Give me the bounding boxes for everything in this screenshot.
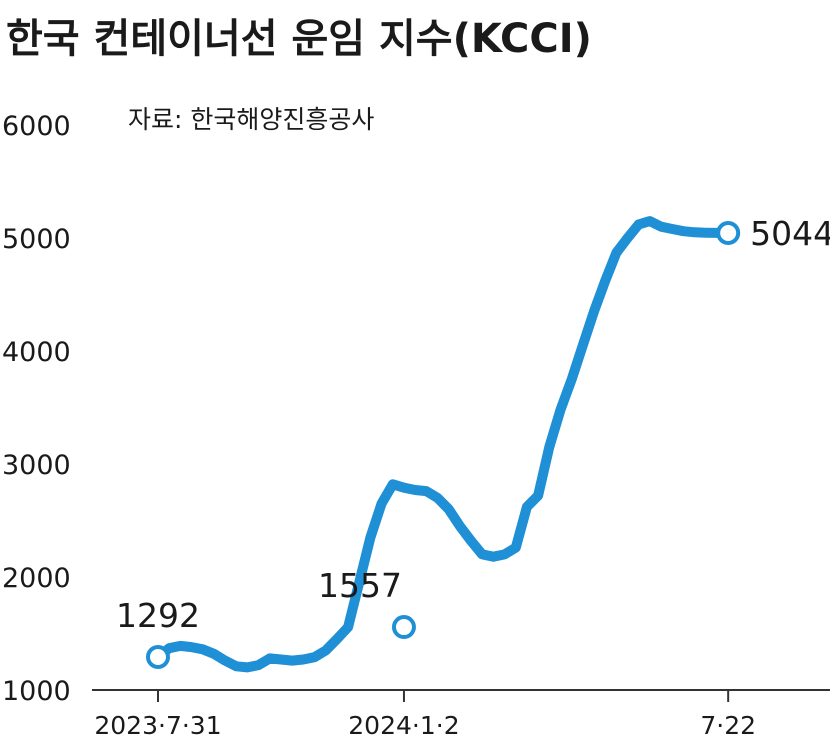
data-points xyxy=(146,221,741,670)
y-tick-label: 3000 xyxy=(2,450,71,481)
data-point-marker xyxy=(391,615,416,640)
x-tick-label: 7·22 xyxy=(700,711,756,740)
y-tick-label: 5000 xyxy=(2,224,71,255)
data-point-marker xyxy=(146,645,170,670)
x-tick-label: 2024·1·2 xyxy=(348,711,459,740)
y-tick-label: 1000 xyxy=(2,676,71,707)
y-tick-label: 6000 xyxy=(2,111,71,142)
kcci-series-line xyxy=(153,216,734,673)
chart-title: 한국 컨테이너선 운임 지수(KCCI) xyxy=(6,16,592,62)
data-label: 5044 xyxy=(750,214,830,253)
y-tick-label: 2000 xyxy=(2,563,71,594)
x-tick-label: 2023·7·31 xyxy=(94,711,221,740)
y-axis-ticks: 1000 2000 3000 4000 5000 6000 xyxy=(2,111,71,707)
x-axis-ticks: 2023·7·31 2024·1·2 7·22 xyxy=(94,690,756,740)
data-label: 1292 xyxy=(116,596,200,635)
data-point-marker xyxy=(716,221,741,246)
data-labels: 1292 1557 5044 xyxy=(116,214,830,635)
chart-source: 자료: 한국해양진흥공사 xyxy=(128,105,374,134)
y-tick-label: 4000 xyxy=(2,337,71,368)
data-label: 1557 xyxy=(318,566,402,605)
